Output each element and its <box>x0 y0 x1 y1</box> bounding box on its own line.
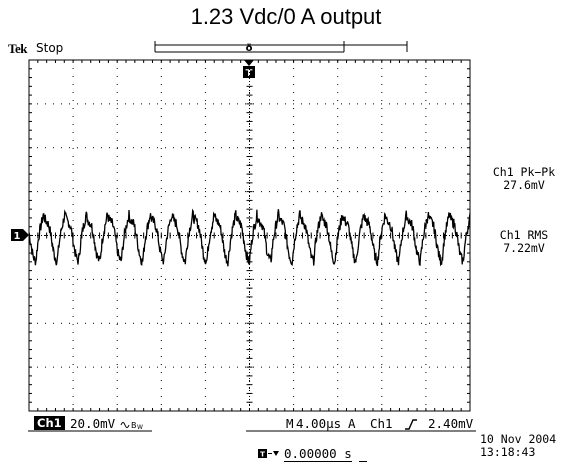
brand-logo: Tek <box>8 41 27 56</box>
date: 10 Nov 2004 <box>480 432 557 446</box>
bandwidth-limit-icon: B W <box>120 421 143 430</box>
trigger-level: 2.40mV <box>428 416 474 431</box>
timebase-underline <box>246 430 476 432</box>
timestamp: 10 Nov 2004 13:18:43 <box>480 433 556 459</box>
svg-text:W: W <box>137 424 143 430</box>
time: 13:18:43 <box>480 445 536 459</box>
channel1-badge: Ch1 <box>34 416 65 430</box>
timebase-value: 4.00µs <box>296 416 342 431</box>
svg-text:T: T <box>246 68 253 79</box>
channel1-ground-marker: 1 <box>11 229 29 242</box>
measurement-rms-label: Ch1 RMS <box>499 228 549 242</box>
svg-text:T: T <box>260 451 265 459</box>
trigger-source: Ch1 <box>370 416 393 431</box>
channel1-scale: 20.0mV <box>70 416 116 431</box>
rising-edge-icon <box>405 419 417 430</box>
measurement-pkpk-value: 27.6mV <box>503 178 545 192</box>
graticule <box>28 59 471 412</box>
record-bar: ö <box>154 41 408 54</box>
timebase-prefix: M <box>286 416 294 431</box>
measurement-rms-value: 7.22mV <box>503 241 545 255</box>
channel-underline <box>28 430 152 432</box>
trigger-position-value: 0.00000 s <box>284 446 367 462</box>
chart-title: 1.23 Vdc/0 A output <box>190 4 382 29</box>
trigger-mode: A <box>348 416 356 431</box>
waveform-trace <box>28 208 471 267</box>
measurement-pkpk: Ch1 Pk−Pk 27.6mV <box>476 166 572 192</box>
trigger-offset-icon: T <box>258 449 279 459</box>
svg-text:ö: ö <box>246 43 253 54</box>
measurement-rms: Ch1 RMS 7.22mV <box>476 229 572 255</box>
svg-text:B: B <box>131 421 137 430</box>
svg-text:1: 1 <box>14 231 21 242</box>
acquisition-status: Stop <box>36 41 64 55</box>
measurement-pkpk-label: Ch1 Pk−Pk <box>492 165 556 179</box>
